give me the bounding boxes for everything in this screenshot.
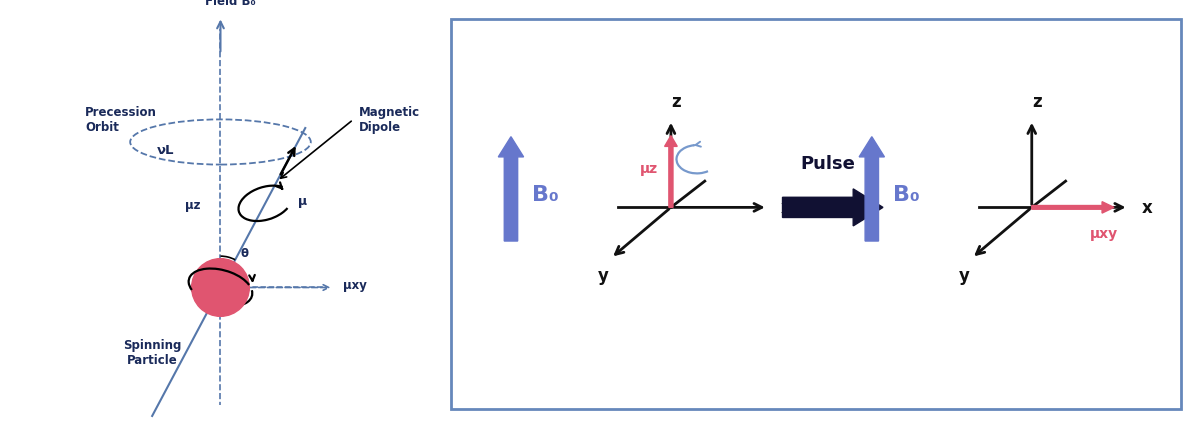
Text: Pulse: Pulse (800, 155, 856, 173)
Text: x: x (781, 199, 792, 217)
Text: y: y (959, 267, 970, 285)
Text: μz: μz (185, 199, 200, 212)
FancyArrow shape (665, 136, 677, 208)
Text: y: y (598, 267, 608, 285)
Text: μz: μz (640, 162, 658, 176)
Text: B₀: B₀ (532, 185, 558, 205)
Text: νL: νL (156, 144, 174, 157)
Text: Spinning
Particle: Spinning Particle (124, 338, 182, 366)
Text: z: z (671, 92, 680, 110)
Text: x: x (1142, 199, 1153, 217)
Text: Precession
Orbit: Precession Orbit (85, 106, 157, 134)
FancyArrow shape (859, 138, 884, 241)
FancyArrow shape (498, 138, 523, 241)
Text: θ: θ (240, 246, 248, 259)
Text: Applied Magnetic
Field B₀: Applied Magnetic Field B₀ (173, 0, 288, 7)
Circle shape (192, 259, 250, 317)
FancyArrow shape (1032, 202, 1114, 214)
Text: Magnetic
Dipole: Magnetic Dipole (359, 106, 420, 134)
Text: μxy: μxy (343, 279, 367, 292)
Text: μxy: μxy (1091, 227, 1118, 240)
Text: μ: μ (298, 195, 307, 208)
FancyArrow shape (782, 189, 883, 226)
Text: z: z (1032, 92, 1042, 110)
Text: B₀: B₀ (893, 185, 919, 205)
